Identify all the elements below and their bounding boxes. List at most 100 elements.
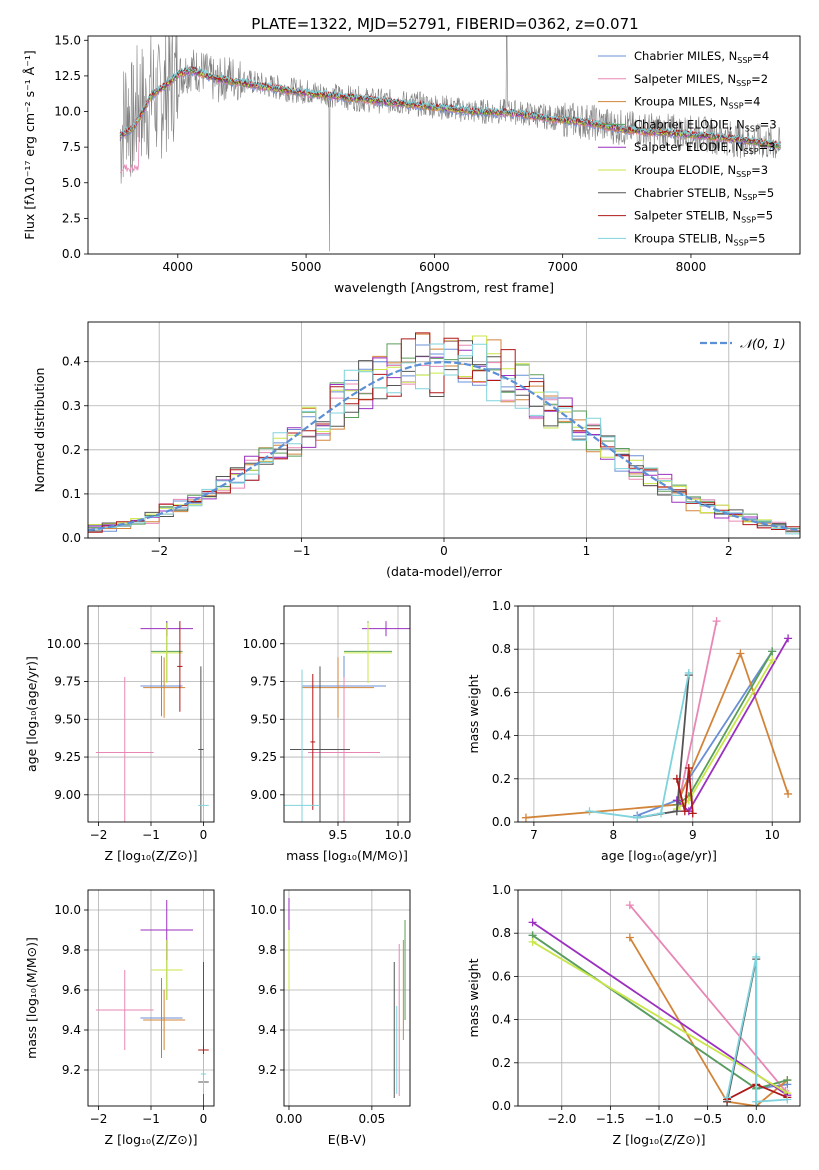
y-tick-label: 0.4: [62, 355, 81, 369]
legend-model-name: Salpeter ELODIE, N: [634, 140, 744, 154]
axes-frame: [283, 889, 411, 1107]
y-tick-label: 0.4: [492, 729, 511, 743]
mass-weight-marker-7: [684, 764, 693, 772]
x-tick-label: 9: [689, 828, 697, 842]
y-axis-label: mass weight: [466, 674, 481, 753]
legend-sub: SSP: [734, 238, 749, 247]
y-tick-label: 0.3: [62, 399, 81, 413]
y-axis-label: Flux [fλ10⁻¹⁷ erg cm⁻² s⁻¹ Å⁻¹]: [22, 50, 37, 239]
x-tick-label: 8000: [676, 260, 707, 274]
y-tick-label: 10.0: [250, 903, 277, 917]
legend-entry-2: Kroupa MILES, NSSP=4: [634, 95, 760, 111]
age_vs_Z-panel: −2 −1 0 9.00 9.25 9.50 9.75 10.00 Z [log₁₀(Z/Z⊙)…: [24, 605, 215, 863]
y-tick-label: 9.6: [258, 983, 277, 997]
y-tick-label: 9.2: [62, 1063, 81, 1077]
x-tick-label: 10.0: [385, 828, 412, 842]
y-tick-label: 0.1: [62, 487, 81, 501]
mass-weight-marker-8: [723, 1093, 732, 1102]
mw_vs_Z-panel: −2.0 −1.5 −1.0 −0.5 0.0 0.0 0.2 0.4 0.6 0.8 1.0 Z […: [466, 883, 801, 1147]
x-tick-label: −1.0: [644, 1112, 673, 1126]
legend-nssp: =5: [756, 209, 773, 223]
y-tick-label: 9.4: [62, 1023, 81, 1037]
y-tick-label: 9.50: [250, 712, 277, 726]
axes-frame: [283, 605, 411, 823]
y-axis-label: Normed distribution: [32, 368, 47, 493]
legend-nssp: =3: [760, 117, 777, 131]
legend-model-name: Chabrier ELODIE, N: [634, 117, 745, 131]
x-tick-label: −0.5: [693, 1112, 722, 1126]
x-tick-label: 5000: [291, 260, 322, 274]
legend-model-name: Salpeter MILES, N: [634, 72, 736, 86]
x-axis-label: E(B-V): [328, 1132, 367, 1147]
y-tick-label: 0.0: [492, 1099, 511, 1113]
x-tick-label: 0.0: [747, 1112, 766, 1126]
residual-histogram-8: [88, 343, 800, 535]
legend-sub: SSP: [742, 193, 757, 202]
mass-weight-line-8: [589, 672, 690, 819]
y-axis-label: mass weight: [466, 958, 481, 1037]
x-tick-label: −1: [142, 1112, 160, 1126]
y-tick-label: 9.2: [258, 1063, 277, 1077]
legend-model-name: Kroupa MILES, N: [634, 95, 729, 109]
x-tick-label: 0: [200, 828, 208, 842]
x-tick-label: 9.5: [328, 828, 347, 842]
plot-area: [119, 36, 781, 252]
mass-weight-line-0: [532, 934, 788, 1090]
legend-entry-3: Chabrier ELODIE, NSSP=3: [634, 117, 777, 133]
mass-weight-marker-2: [784, 789, 793, 798]
y-tick-label: 1.0: [492, 883, 511, 897]
mass-weight-marker-6: [672, 807, 681, 816]
mass-weight-line-4: [676, 637, 789, 813]
mass-weight-line-2: [525, 650, 789, 819]
mass-weight-line-4: [532, 921, 788, 1096]
y-tick-label: 0.0: [492, 815, 511, 829]
legend-sub: SSP: [736, 170, 751, 179]
legend-entry-6: Chabrier STELIB, NSSP=5: [634, 186, 774, 202]
y-tick-label: 10.00: [243, 637, 277, 651]
legend-sub: SSP: [741, 216, 756, 225]
y-tick-label: 1.0: [492, 599, 511, 613]
y-tick-label: 9.00: [54, 788, 81, 802]
mw_vs_age-panel: 7 8 9 10 0.0 0.2 0.4 0.6 0.8 1.0 age [log₁₀(age/yr…: [466, 599, 801, 863]
mass-weight-marker-7: [672, 774, 681, 783]
legend-nssp: =5: [749, 231, 766, 245]
x-tick-label: −2.0: [547, 1112, 576, 1126]
plot-area: [521, 617, 793, 822]
legend-entry-7: Salpeter STELIB, NSSP=5: [634, 209, 773, 225]
y-tick-label: 9.6: [62, 983, 81, 997]
legend-model-name: Chabrier STELIB, N: [634, 186, 742, 200]
y-tick-label: 0.2: [492, 1056, 511, 1070]
y-tick-label: 0.6: [492, 685, 511, 699]
y-tick-label: 9.25: [54, 750, 81, 764]
mass-weight-marker-1: [625, 901, 634, 910]
x-tick-label: −1: [142, 828, 160, 842]
legend-entry-1: Salpeter MILES, NSSP=2: [634, 72, 768, 88]
x-tick-label: −1.5: [596, 1112, 625, 1126]
x-axis-label: Z [log₁₀(Z/Z⊙)]: [105, 1132, 198, 1147]
mass-weight-marker-8: [752, 952, 761, 961]
y-tick-label: 0.8: [492, 926, 511, 940]
mass-weight-marker-5: [768, 656, 777, 664]
legend-nssp: =3: [751, 163, 768, 177]
axes-frame: [517, 605, 801, 823]
mass-weight-marker-8: [783, 1095, 792, 1104]
x-tick-label: 4000: [163, 260, 194, 274]
x-tick-label: 0.00: [276, 1112, 303, 1126]
legend-model-name: Kroupa ELODIE, N: [634, 163, 736, 177]
axes-frame: [87, 35, 801, 255]
y-tick-label: 2.5: [62, 211, 81, 225]
y-tick-label: 9.75: [250, 675, 277, 689]
x-tick-label: −2: [150, 544, 168, 558]
mass-weight-line-5: [532, 941, 788, 1094]
x-tick-label: 1: [583, 544, 591, 558]
y-tick-label: 9.50: [54, 712, 81, 726]
plot-area: [528, 901, 792, 1106]
legend-entry-8: Kroupa STELIB, NSSP=5: [634, 231, 765, 247]
mass-weight-marker-8: [752, 1097, 761, 1106]
x-tick-label: 7: [530, 828, 538, 842]
mass-weight-line-8: [726, 956, 788, 1103]
mass_vs_ebv-panel: 0.00 0.05 9.2 9.4 9.6 9.8 10.0 E(B-V): [250, 889, 411, 1147]
legend-sub: SSP: [737, 56, 752, 65]
x-tick-label: −1: [293, 544, 311, 558]
